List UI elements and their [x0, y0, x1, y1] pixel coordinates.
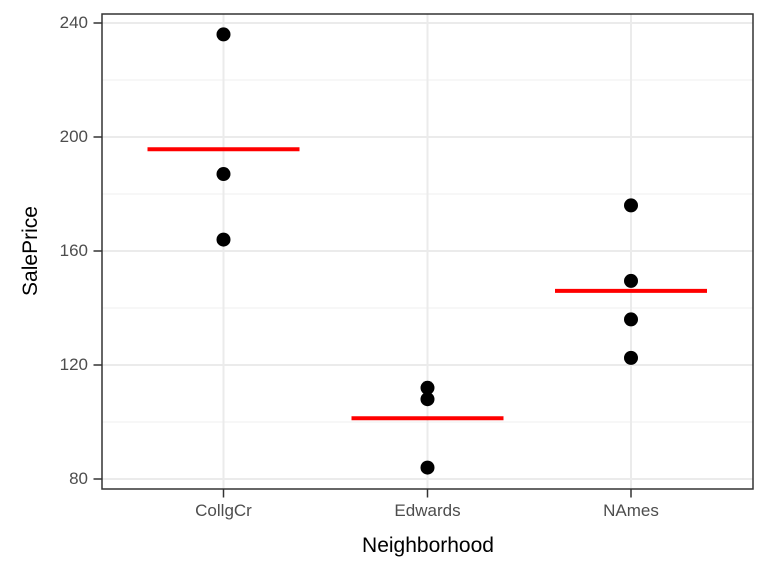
- x-tick-label-edwards: Edwards: [394, 501, 461, 520]
- data-point: [624, 198, 638, 213]
- data-point: [216, 167, 231, 182]
- y-tick-label: 200: [59, 127, 88, 146]
- y-tick-label: 240: [59, 13, 88, 32]
- x-tick-label-collgcr: CollgCr: [195, 501, 252, 520]
- data-point: [624, 312, 638, 327]
- data-point: [216, 232, 231, 247]
- x-axis-title: Neighborhood: [362, 534, 494, 557]
- data-point: [420, 380, 435, 395]
- data-point: [216, 27, 231, 42]
- y-axis-title: SalePrice: [19, 206, 42, 296]
- y-tick-label: 120: [59, 355, 88, 374]
- data-point: [624, 273, 638, 288]
- y-tick-label: 80: [69, 469, 88, 488]
- data-point: [624, 350, 638, 365]
- data-point: [420, 392, 435, 407]
- data-point: [420, 460, 435, 475]
- x-tick-label-names: NAmes: [603, 501, 659, 520]
- y-tick-label: 160: [59, 241, 88, 260]
